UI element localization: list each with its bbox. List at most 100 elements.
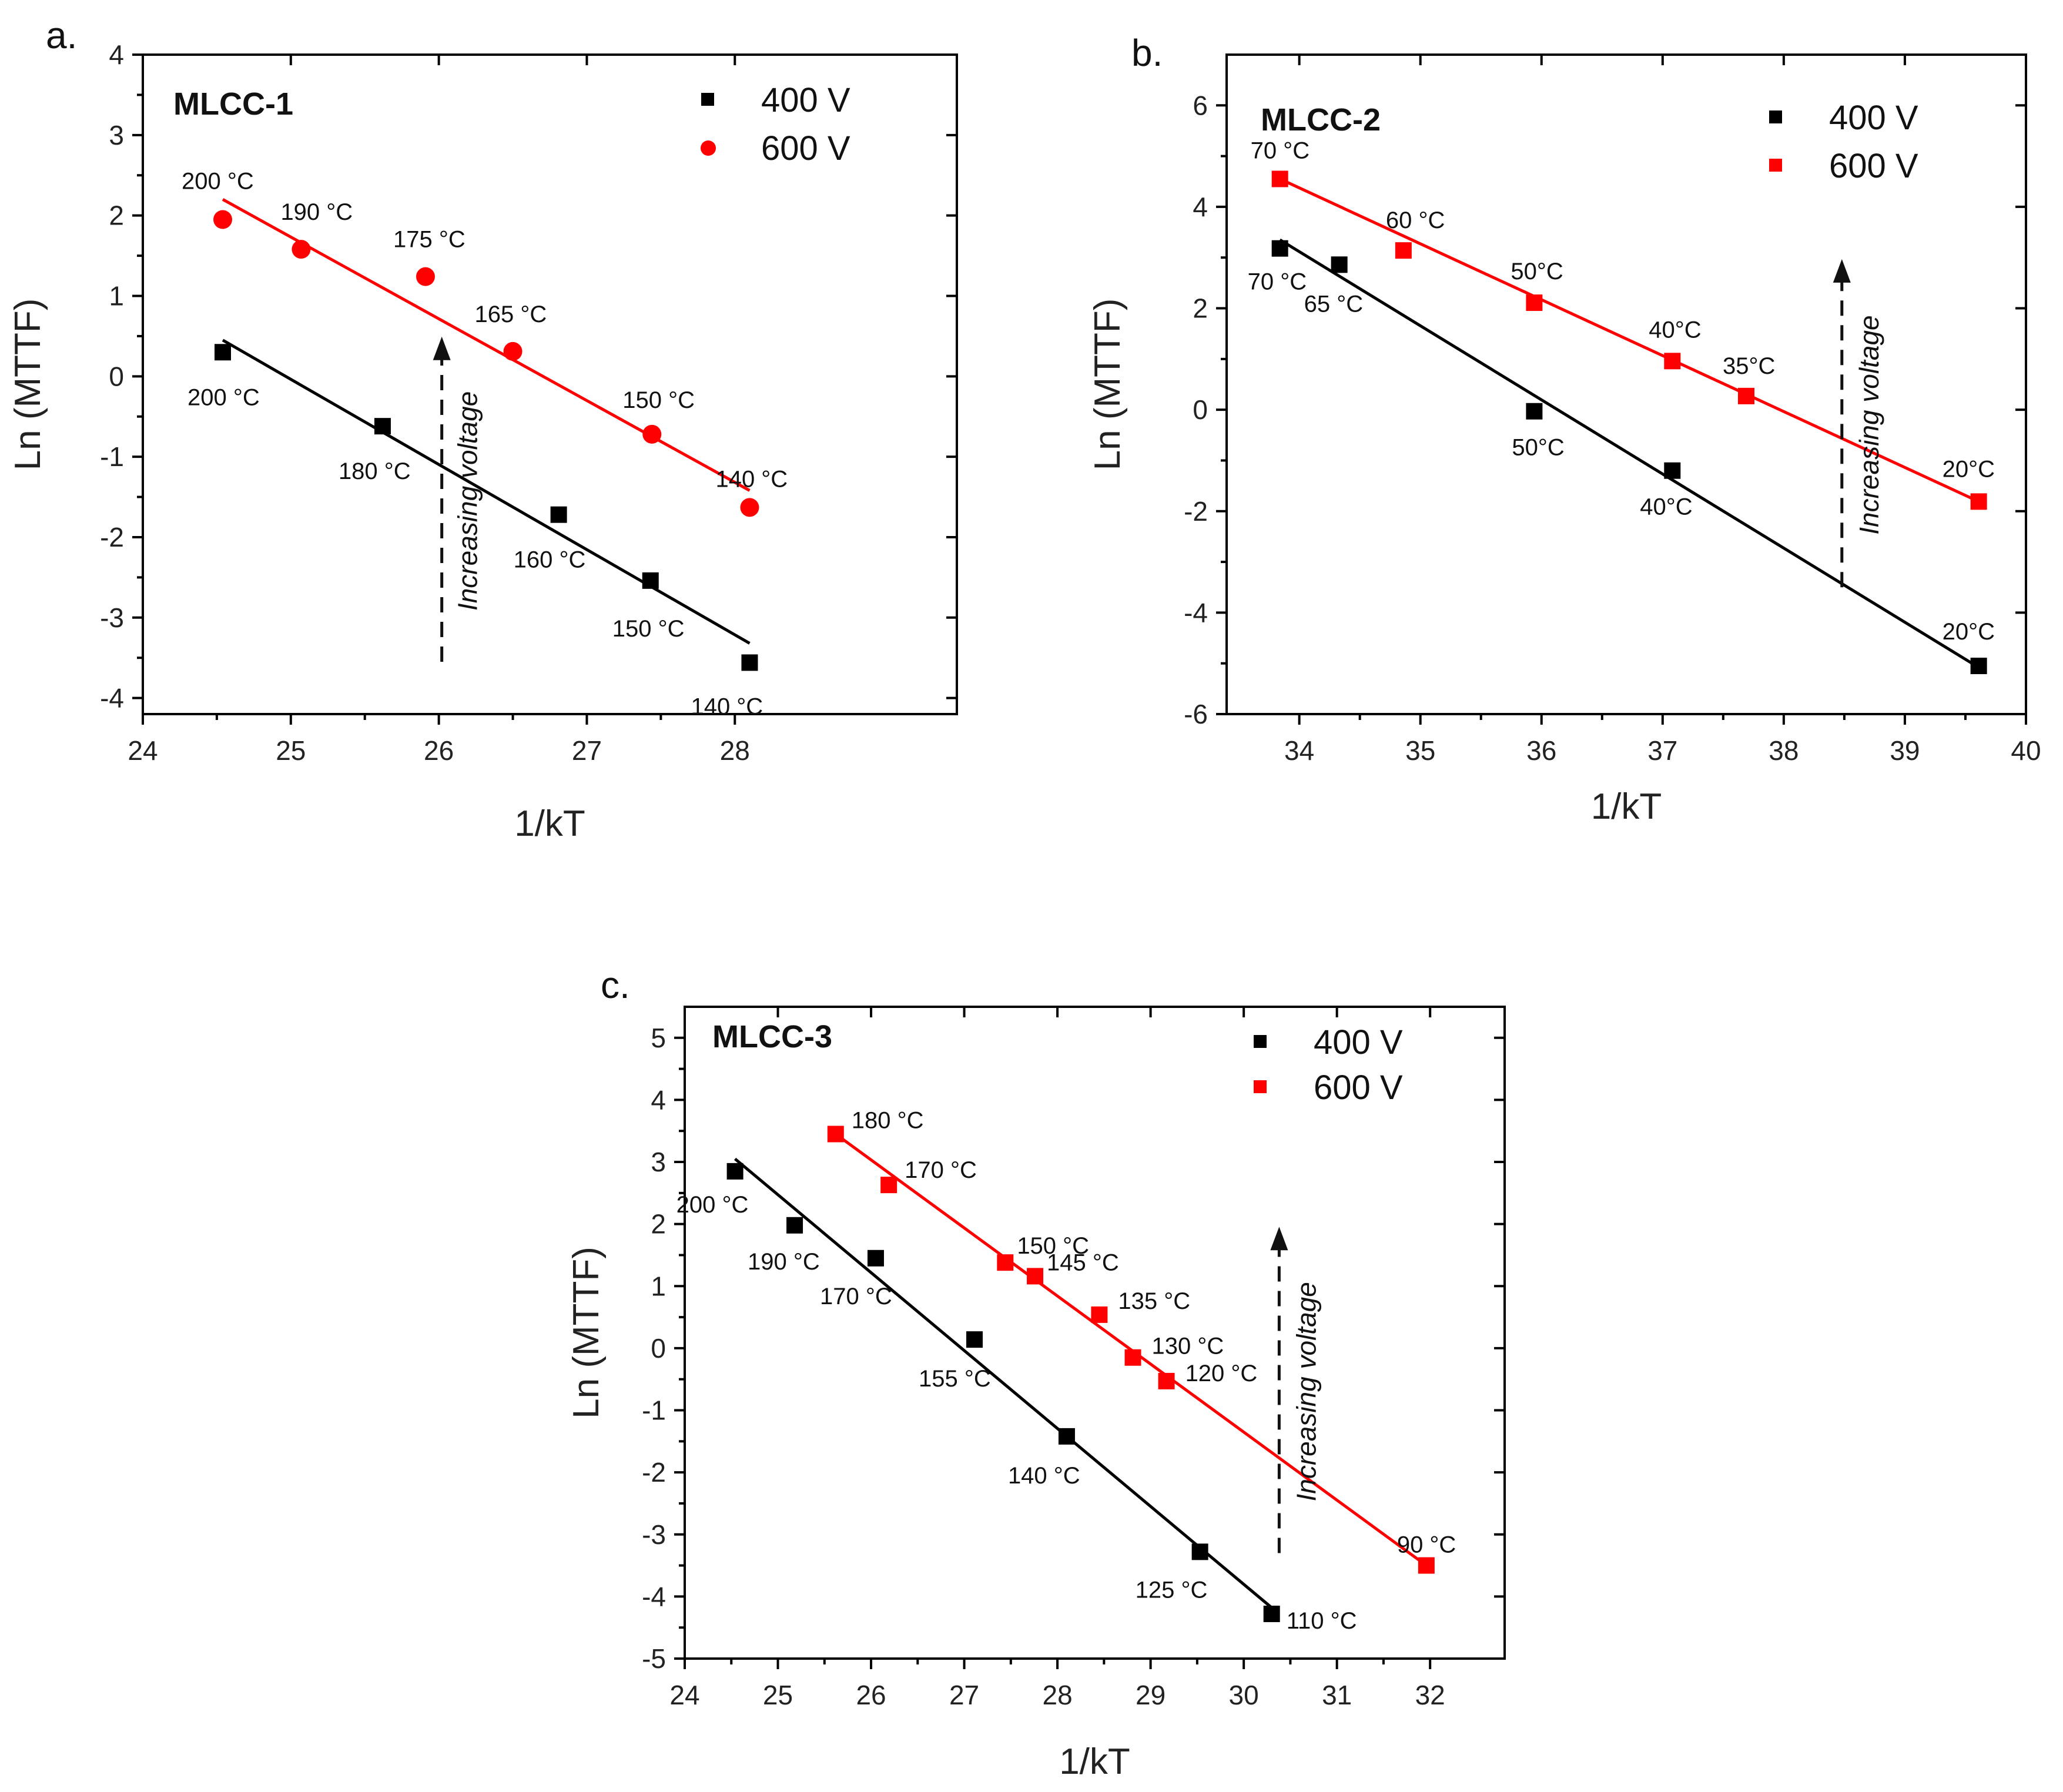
point-annotation: 150 °C [622,387,695,413]
data-point [867,1250,884,1267]
y-tick-label: -5 [642,1643,666,1674]
x-tick-label: 32 [1415,1680,1445,1710]
y-tick-label: -1 [642,1395,666,1426]
panel-letter: b. [1131,32,1163,74]
x-tick-label: 27 [949,1680,979,1710]
data-point [786,1217,803,1234]
x-axis-label: 1/kT [1591,786,1662,827]
arrow-head [1833,259,1851,283]
x-tick-label: 24 [669,1680,699,1710]
x-tick-label: 39 [1890,735,1920,766]
y-tick-label: 2 [1193,293,1208,324]
plot-frame [684,1006,1506,1660]
point-annotation: 70 °C [1251,138,1310,163]
y-tick-label: 0 [1193,394,1208,425]
legend-entry: 600 V [1829,147,1918,185]
legend-marker [1254,1080,1267,1093]
x-tick-label: 37 [1647,735,1677,766]
data-point [1027,1268,1044,1285]
y-tick-label: 0 [109,361,124,391]
panel-title: MLCC-2 [1261,102,1381,138]
point-annotation: 50°C [1511,259,1563,284]
y-tick-label: -3 [642,1519,666,1550]
panel-letter: a. [46,14,77,56]
point-annotation: 135 °C [1118,1288,1190,1314]
data-point [1664,353,1681,370]
data-point [1058,1428,1075,1445]
y-tick-label: 2 [109,200,124,231]
legend-entry: 600 V [761,129,850,168]
x-tick-label: 28 [1043,1680,1073,1710]
legend-entry: 400 V [1829,99,1918,137]
data-point [726,1163,744,1180]
point-annotation: 120 °C [1185,1361,1258,1386]
fit-line-400v [1279,238,1980,669]
point-annotation: 140 °C [1008,1463,1080,1489]
data-point [1395,242,1412,259]
data-point [642,424,662,444]
point-annotation: 160 °C [514,547,586,573]
y-tick-label: -6 [1184,699,1208,729]
data-point [1526,294,1543,311]
fit-line-600v [1279,177,1980,503]
x-tick-label: 25 [276,735,306,766]
data-point [1970,493,1987,510]
data-point [741,654,758,671]
point-annotation: 190 °C [748,1249,820,1275]
point-annotation: 125 °C [1136,1577,1208,1603]
point-annotation: 65 °C [1304,291,1364,317]
legend-marker [1769,159,1782,172]
arrow-head [1270,1227,1288,1251]
point-annotation: 170 °C [820,1284,892,1309]
data-point [740,498,759,517]
data-point [1418,1557,1435,1574]
y-tick-label: 5 [651,1023,666,1053]
point-annotation: 180 °C [339,458,411,484]
point-annotation: 145 °C [1047,1250,1119,1275]
x-tick-label: 36 [1526,735,1556,766]
plot-frame [1225,53,2027,715]
fit-line-400v [734,1157,1273,1609]
arrow-label: Increasing voltage [1854,315,1884,534]
point-annotation: 20°C [1943,619,1995,645]
y-tick-label: 4 [109,39,124,70]
point-annotation: 140 °C [691,694,763,719]
data-point [1664,462,1681,479]
y-tick-label: -1 [100,441,124,472]
data-point [1271,170,1288,187]
y-tick-label: 1 [651,1271,666,1301]
point-annotation: 150 °C [612,616,685,642]
data-point [503,341,523,361]
point-annotation: 90 °C [1397,1532,1456,1558]
point-annotation: 50°C [1512,435,1564,461]
data-point [1271,240,1288,257]
legend-entry: 400 V [1314,1023,1403,1061]
point-annotation: 110 °C [1287,1608,1357,1634]
panel-title: MLCC-3 [712,1019,832,1054]
point-annotation: 70 °C [1248,269,1307,295]
data-point [213,210,232,229]
data-point [214,344,231,361]
point-annotation: 200 °C [187,384,260,410]
y-tick-label: 4 [651,1084,666,1115]
data-point [1263,1605,1280,1622]
arrow-label: Increasing voltage [1291,1282,1321,1501]
data-point [416,267,435,286]
y-tick-label: 1 [109,280,124,311]
legend-entry: 600 V [1314,1068,1403,1107]
chart-panel-3: 24 25 26 27 28 29 30 31 32 -5 -4 -3 -2 -1 0 1 2 3 4 5 1/kT Ln… [566,964,1506,1782]
x-tick-label: 34 [1284,735,1314,766]
legend-marker [701,140,716,156]
point-annotation: 165 °C [475,302,547,327]
y-tick-label: -4 [100,683,124,714]
data-point [1738,387,1754,404]
x-tick-label: 29 [1136,1680,1166,1710]
point-annotation: 175 °C [393,227,465,253]
point-annotation: 155 °C [919,1366,991,1392]
data-point [827,1126,844,1143]
y-tick-label: -2 [642,1457,666,1488]
x-tick-label: 30 [1229,1680,1259,1710]
point-annotation: 140 °C [715,466,788,492]
point-annotation: 180 °C [852,1108,924,1134]
